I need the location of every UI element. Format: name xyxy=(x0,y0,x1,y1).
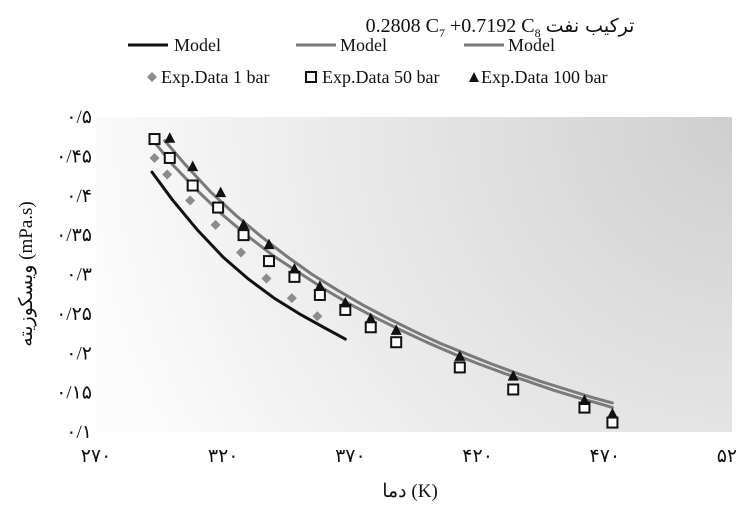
marker-exp-data-100-bar xyxy=(365,312,377,324)
legend-marker-diamond xyxy=(147,72,157,82)
y-tick-label: ۰/۴۵ xyxy=(56,146,92,167)
data-markers xyxy=(148,132,619,429)
title-prefix: ترکیب نفت xyxy=(546,15,635,37)
title-formula-b-sub: 8 xyxy=(535,26,541,40)
marker-exp-data-50-bar xyxy=(453,361,466,374)
marker-exp-data-50-bar xyxy=(148,133,161,146)
marker-exp-data-1-bar xyxy=(185,195,196,206)
marker-exp-data-1-bar xyxy=(162,169,173,180)
title-formula-b: +0.7192 C xyxy=(445,15,535,37)
marker-exp-data-50-bar xyxy=(262,255,275,268)
marker-exp-data-50-bar xyxy=(186,179,199,192)
legend-marker-square xyxy=(305,71,317,83)
legend-label-exp-1bar: Exp.Data 1 bar xyxy=(161,67,269,87)
x-tick-label: ۲۷۰ xyxy=(81,446,112,467)
marker-exp-data-1-bar xyxy=(149,152,160,163)
legend-marker-triangle xyxy=(469,72,479,82)
model-line-2 xyxy=(153,140,614,410)
marker-exp-data-100-bar xyxy=(187,160,199,172)
marker-exp-data-1-bar xyxy=(210,219,221,230)
marker-exp-data-50-bar xyxy=(237,229,250,242)
chart-title: 0.2808 C7 +0.7192 C8 ترکیب نفت xyxy=(366,15,635,40)
marker-exp-data-50-bar xyxy=(313,288,326,301)
model-line-3 xyxy=(163,139,614,405)
x-tick-label: ۴۲۰ xyxy=(462,446,493,467)
marker-exp-data-100-bar xyxy=(164,132,176,143)
x-tick-labels: ۲۷۰ ۳۲۰ ۳۷۰ ۴۲۰ ۴۷۰ ۵۲۰ xyxy=(81,446,736,467)
marker-exp-data-100-bar xyxy=(314,280,326,291)
marker-exp-data-50-bar xyxy=(364,321,377,334)
marker-exp-data-1-bar xyxy=(236,247,247,258)
marker-exp-data-1-bar xyxy=(261,273,272,284)
legend-label-model-1: Model xyxy=(174,35,221,55)
title-formula-a-sub: 7 xyxy=(439,26,445,40)
marker-exp-data-50-bar xyxy=(507,383,520,396)
plot-area xyxy=(96,117,732,432)
marker-exp-data-50-bar xyxy=(212,201,225,214)
x-tick-label: ۵۲۰ xyxy=(717,446,736,467)
marker-exp-data-1-bar xyxy=(312,311,323,322)
marker-exp-data-100-bar xyxy=(263,238,275,250)
x-tick-label: ۳۲۰ xyxy=(208,446,239,467)
legend-label-exp-50bar: Exp.Data 50 bar xyxy=(322,67,439,87)
legend-label-model-2: Model xyxy=(340,35,387,55)
y-tick-label: ۰/۵ xyxy=(66,107,92,128)
y-tick-label: ۰/۱۵ xyxy=(56,383,92,404)
y-tick-label: ۰/۴ xyxy=(66,186,92,207)
x-axis-label: دما (K) xyxy=(382,481,438,502)
marker-exp-data-100-bar xyxy=(606,407,618,419)
y-tick-label: ۰/۲ xyxy=(66,343,92,364)
legend-label-exp-100bar: Exp.Data 100 bar xyxy=(481,67,607,87)
y-tick-label: ۰/۳۵ xyxy=(56,225,92,246)
marker-exp-data-100-bar xyxy=(215,186,227,198)
model-lines xyxy=(150,139,614,410)
marker-exp-data-50-bar xyxy=(606,416,619,429)
y-tick-label: ۰/۳ xyxy=(66,265,92,286)
marker-exp-data-50-bar xyxy=(163,151,176,164)
marker-exp-data-100-bar xyxy=(578,394,590,405)
legend: Model Model Model Exp.Data 1 bar Exp.Dat… xyxy=(128,35,607,87)
legend-label-model-3: Model xyxy=(508,35,555,55)
marker-exp-data-100-bar xyxy=(339,296,351,308)
x-tick-label: ۳۷۰ xyxy=(335,446,366,467)
marker-exp-data-100-bar xyxy=(390,324,402,335)
marker-exp-data-50-bar xyxy=(390,336,403,349)
marker-exp-data-100-bar xyxy=(288,262,300,274)
marker-exp-data-100-bar xyxy=(238,218,250,230)
x-tick-label: ۴۷۰ xyxy=(589,446,620,467)
marker-exp-data-100-bar xyxy=(507,370,519,381)
model-line-1 xyxy=(150,170,347,341)
y-tick-labels: ۰/۱ ۰/۱۵ ۰/۲ ۰/۲۵ ۰/۳ ۰/۳۵ ۰/۴ ۰/۴۵ ۰/۵ xyxy=(56,107,92,443)
y-tick-label: ۰/۱ xyxy=(66,422,92,443)
marker-exp-data-1-bar xyxy=(286,293,297,304)
y-tick-label: ۰/۲۵ xyxy=(56,304,92,325)
title-formula-a: 0.2808 C xyxy=(366,15,439,37)
y-axis-label: ویسکوزیته (mPa.s) xyxy=(16,201,37,346)
marker-exp-data-100-bar xyxy=(454,350,466,361)
